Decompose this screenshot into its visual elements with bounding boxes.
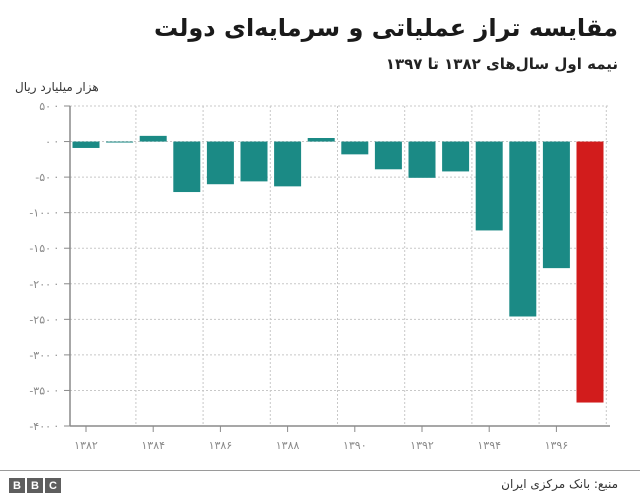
bar-chart: ۵۰ · ۰ · -۵۰ · -۱۰۰ · -۱۵۰ · -۲۰۰ · -۲۵۰ · -۳۰۰… bbox=[29, 100, 610, 452]
y-tick-label: -۴۰۰ · bbox=[29, 420, 58, 433]
x-tick-label: ۱۳۹۶ bbox=[545, 439, 569, 452]
bar-1388 bbox=[274, 141, 302, 187]
source-text: منبع: بانک مرکزی ایران bbox=[501, 477, 618, 491]
bbc-logo: B B C bbox=[9, 478, 61, 493]
x-tick-label: ۱۳۸۲ bbox=[74, 439, 98, 452]
bar-1385 bbox=[173, 141, 201, 193]
chart-subtitle: نیمه اول سال‌های ۱۳۸۲ تا ۱۳۹۷ bbox=[385, 55, 618, 73]
x-tick-label: ۱۳۸۸ bbox=[276, 439, 300, 452]
bbc-logo-letter: C bbox=[45, 478, 61, 493]
bar-1396 bbox=[542, 141, 570, 269]
y-tick-label: -۳۰۰ · bbox=[29, 349, 58, 362]
y-tick-label: ۰ · bbox=[45, 136, 58, 149]
x-tick-label: ۱۳۹۲ bbox=[410, 439, 434, 452]
x-tick-label: ۱۳۹۰ bbox=[343, 439, 367, 452]
y-tick-label: -۲۵۰ · bbox=[29, 313, 58, 326]
y-tick-label: -۱۰۰ · bbox=[29, 207, 58, 220]
y-tick-label: -۳۵۰ · bbox=[29, 384, 58, 397]
bar-1383 bbox=[106, 141, 134, 143]
y-axis-label: هزار میلیارد ریال bbox=[15, 80, 99, 94]
bar-1392 bbox=[408, 141, 436, 178]
bars bbox=[72, 135, 604, 403]
bbc-logo-letter: B bbox=[27, 478, 43, 493]
y-tick-label: -۵۰ · bbox=[35, 171, 58, 184]
bar-1386 bbox=[206, 141, 234, 185]
bar-1387 bbox=[240, 141, 268, 182]
y-tick-label: -۲۰۰ · bbox=[29, 278, 58, 291]
bar-1395 bbox=[509, 141, 537, 317]
bbc-logo-letter: B bbox=[9, 478, 25, 493]
bar-1382 bbox=[72, 141, 100, 148]
chart-title: مقایسه تراز عملیاتی و سرمایه‌ای دولت bbox=[153, 14, 618, 42]
bar-1391 bbox=[374, 141, 402, 170]
y-tick-label: ۵۰ · bbox=[39, 100, 58, 113]
x-tick-label: ۱۳۸۶ bbox=[209, 439, 233, 452]
bar-1397 bbox=[576, 141, 604, 403]
bar-1393 bbox=[442, 141, 470, 172]
x-tick-label: ۱۳۹۴ bbox=[477, 439, 501, 452]
footer-divider bbox=[0, 470, 640, 471]
bar-1394 bbox=[475, 141, 503, 231]
bar-1389 bbox=[307, 138, 335, 142]
bar-1384 bbox=[139, 135, 167, 142]
axes: ۵۰ · ۰ · -۵۰ · -۱۰۰ · -۱۵۰ · -۲۰۰ · -۲۵۰ · -۳۰۰… bbox=[29, 100, 610, 452]
x-tick-label: ۱۳۸۴ bbox=[141, 439, 165, 452]
bar-1390 bbox=[341, 141, 369, 155]
y-tick-label: -۱۵۰ · bbox=[29, 242, 58, 255]
